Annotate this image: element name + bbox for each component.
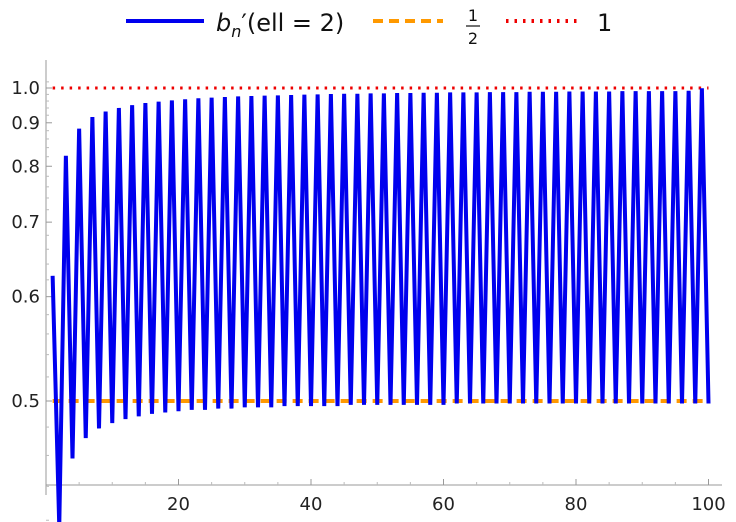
x-ticks: 20 40 60 80 100 <box>78 479 726 515</box>
y-tick-label: 0.9 <box>11 113 40 134</box>
x-tick-label: 40 <box>300 494 323 515</box>
legend-label-bn-sub: n <box>231 22 241 41</box>
plot-area <box>50 86 711 522</box>
legend-label-bn-base: b <box>216 9 231 37</box>
legend-label-bn: bn′(ell = 2) <box>216 9 344 41</box>
y-tick-label: 0.7 <box>11 212 40 233</box>
legend-label-one: 1 <box>597 9 612 37</box>
legend-label-half-den: 2 <box>468 29 478 48</box>
legend-label-bn-rest: ′(ell = 2) <box>241 9 344 37</box>
legend-label-half-num: 1 <box>468 6 478 25</box>
x-tick-label: 60 <box>432 494 455 515</box>
legend: bn′(ell = 2) 1 2 1 <box>126 6 612 48</box>
y-tick-label: 0.5 <box>11 391 40 412</box>
series-line-bn <box>50 88 711 522</box>
legend-item-one: 1 <box>506 9 612 37</box>
y-ticks: 0.5 0.6 0.7 0.8 0.9 1.0 <box>11 78 52 521</box>
x-tick-label: 100 <box>691 494 725 515</box>
x-tick-label: 80 <box>565 494 588 515</box>
y-tick-label: 1.0 <box>11 78 40 99</box>
y-tick-label: 0.6 <box>11 287 40 308</box>
x-tick-label: 20 <box>167 494 190 515</box>
axes: 20 40 60 80 100 0.5 0.6 0.7 0.8 0.9 1.0 <box>11 60 726 521</box>
legend-item-bn: bn′(ell = 2) <box>126 9 344 41</box>
y-tick-label: 0.8 <box>11 156 40 177</box>
legend-item-half: 1 2 <box>373 6 480 48</box>
